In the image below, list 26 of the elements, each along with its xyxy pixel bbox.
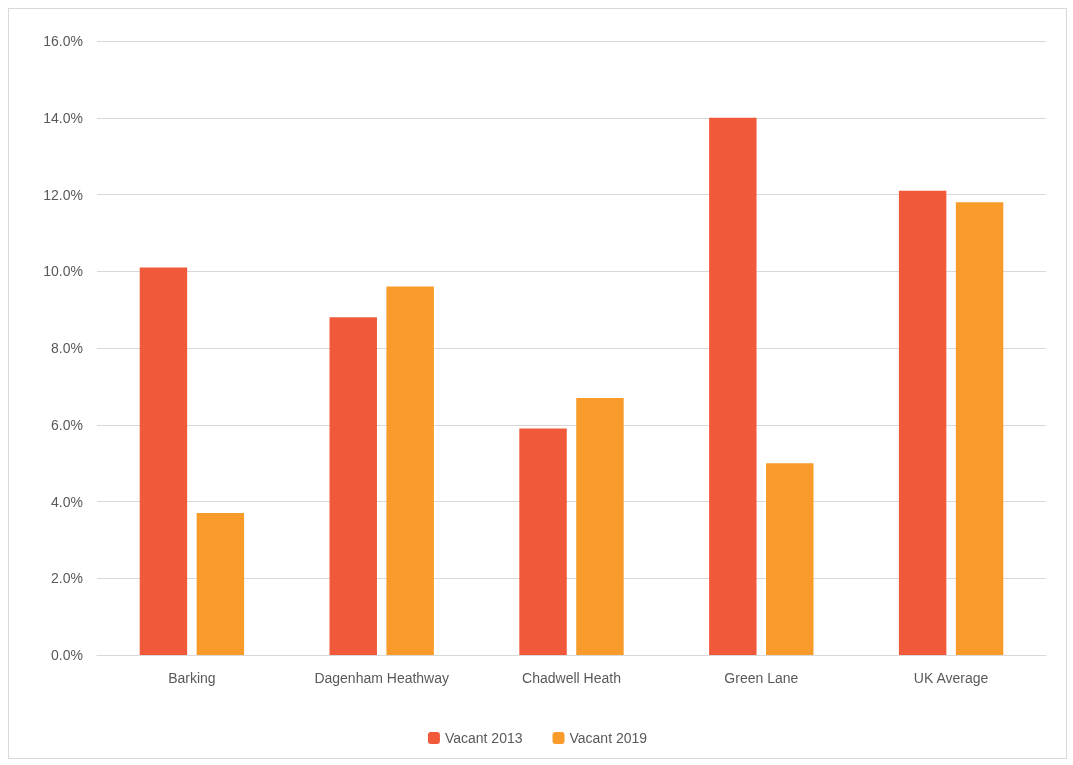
legend-label: Vacant 2013	[444, 730, 523, 746]
bar	[329, 317, 377, 655]
x-tick-label: Chadwell Heath	[522, 670, 621, 686]
bar	[386, 286, 434, 655]
bar	[139, 267, 188, 655]
x-tick-label: Dagenham Heathway	[314, 670, 450, 686]
bar	[576, 397, 624, 655]
bar	[766, 463, 814, 655]
x-tick-label: Barking	[168, 670, 216, 686]
y-tick-label: 16.0%	[43, 33, 83, 49]
y-tick-label: 14.0%	[43, 109, 83, 126]
bar	[898, 190, 947, 655]
y-tick-label: 12.0%	[43, 186, 83, 203]
bar	[709, 117, 757, 655]
bar	[519, 428, 567, 655]
y-tick-label: 0.0%	[51, 647, 83, 663]
bar	[955, 202, 1004, 655]
y-tick-label: 10.0%	[43, 263, 83, 280]
y-tick-label: 4.0%	[51, 493, 83, 510]
y-tick-label: 8.0%	[51, 340, 83, 356]
x-tick-label: Green Lane	[724, 670, 799, 686]
y-tick-label: 6.0%	[51, 416, 83, 433]
y-tick-label: 2.0%	[51, 570, 83, 587]
legend-label: Vacant 2019	[569, 730, 648, 746]
bar	[196, 513, 245, 655]
x-tick-label: UK Average	[913, 670, 989, 686]
